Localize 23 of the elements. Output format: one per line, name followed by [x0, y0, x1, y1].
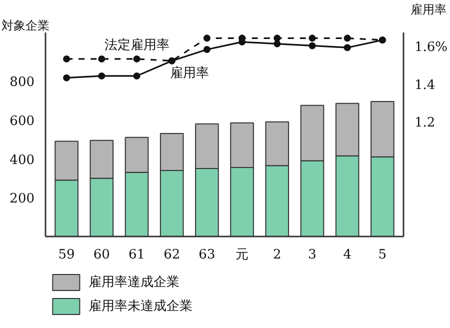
x-tick-label: 2	[273, 248, 282, 262]
y-tick-label: 600	[10, 114, 35, 129]
x-tick-label: 60	[93, 248, 110, 262]
y-tick-label: 800	[10, 75, 35, 90]
y2-axis-title: 雇用率	[410, 2, 446, 16]
x-tick-label: 61	[128, 248, 146, 262]
legend-label: 雇用率達成企業	[88, 274, 180, 290]
series-label: 法定雇用率	[104, 36, 170, 53]
y-tick-label: 200	[10, 192, 35, 207]
y-tick-label: 400	[10, 152, 35, 168]
y-axis-title: 対象企業	[2, 18, 50, 32]
x-tick-label: 59	[58, 248, 75, 262]
x-tick-label: 元	[236, 248, 249, 262]
legend-label: 雇用率未達成企業	[88, 298, 192, 314]
x-tick-label: 62	[164, 248, 180, 262]
x-tick-label: 63	[198, 248, 216, 262]
y2-tick-label: 1.4	[414, 78, 436, 93]
x-tick-label: 3	[308, 248, 316, 262]
y2-tick-label: 1.6%	[414, 40, 448, 56]
y2-tick-label: 1.2	[414, 116, 436, 131]
x-tick-label: 4	[343, 248, 352, 262]
x-tick-label: 5	[378, 248, 387, 262]
series-label: 雇用率	[170, 64, 209, 81]
